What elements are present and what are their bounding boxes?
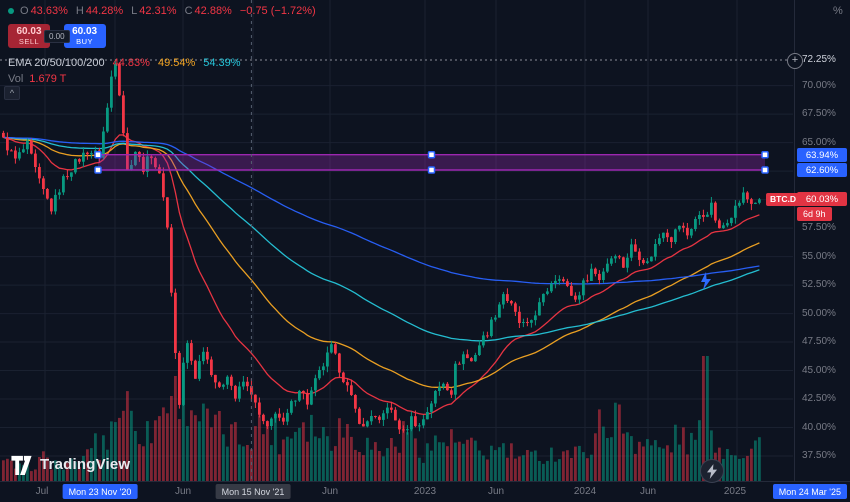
last-price-badge: 60.03% (797, 192, 847, 206)
volume-legend[interactable]: Vol 1.679 T (8, 73, 316, 85)
ema-title: EMA 20/50/100/200 (8, 57, 105, 69)
price-scale-unit[interactable]: % (833, 5, 843, 17)
close-value: 42.88% (194, 5, 232, 17)
price-tick: 65.00% (802, 137, 836, 148)
rectangle-handle[interactable] (427, 166, 436, 174)
add-alert-button[interactable]: + (787, 53, 803, 69)
ohlc-legend[interactable]: O 43.63% H 44.28% L 42.31% C 42.88% −0.7… (8, 5, 316, 17)
ema-200-line (3, 136, 760, 285)
close-label: C (184, 5, 193, 17)
event-lightning-icon[interactable] (701, 272, 711, 290)
sell-price: 60.03 (16, 26, 42, 37)
spread-value: 0.00 (44, 29, 70, 43)
range-start-date-badge: Mon 23 Nov '20 (62, 484, 138, 499)
volume-label: Vol (8, 73, 24, 85)
ema-100-line (3, 136, 760, 342)
rectangle-handle[interactable] (761, 166, 769, 174)
ema-50-value: 49.54% (157, 57, 196, 69)
rectangle-handle[interactable] (427, 150, 436, 159)
time-label: 2024 (573, 486, 597, 497)
ema-20-line (3, 134, 760, 416)
ema-50-line (3, 136, 760, 389)
time-label: 2023 (413, 486, 437, 497)
ema-legend[interactable]: EMA 20/50/100/200 44.83% 49.54% 54.39% (8, 57, 316, 69)
rectangle-handle[interactable] (94, 166, 102, 174)
range-end-date-badge: Mon 24 Mar '25 (772, 484, 847, 499)
price-range-rectangle[interactable] (98, 154, 765, 170)
open-label: O (20, 5, 29, 17)
price-tick: 37.50% (802, 450, 836, 461)
sell-button[interactable]: 60.03 SELL (8, 24, 50, 48)
legend: O 43.63% H 44.28% L 42.31% C 42.88% −0.7… (8, 5, 316, 85)
bar-countdown-badge: 6d 9h (797, 207, 832, 221)
ema-100-value: 54.39% (203, 57, 241, 69)
band-top-badge: 63.94% (797, 148, 847, 162)
rectangle-handle[interactable] (761, 150, 769, 159)
tradingview-logomark (11, 455, 32, 476)
status-dot (8, 8, 14, 14)
price-tick: 50.00% (802, 308, 836, 319)
crosshair-date-badge: Mon 15 Nov '21 (215, 484, 291, 499)
change-value: −0.75 (−1.72%) (239, 5, 316, 17)
price-tick: 57.50% (802, 222, 836, 233)
price-tick: 52.50% (802, 279, 836, 290)
time-label: Jun (487, 486, 505, 497)
pane-collapse-button[interactable]: ^ (4, 86, 20, 100)
trade-widget: 60.03 SELL 0.00 60.03 BUY (8, 24, 316, 48)
price-axis[interactable]: % 72.25% 70.00% 67.50% 65.00% 63.94% 62.… (794, 0, 850, 482)
rectangle-handle[interactable] (94, 150, 102, 159)
price-tick: 42.50% (802, 393, 836, 404)
time-label: 2025 (723, 486, 747, 497)
range-rectangle (94, 150, 769, 174)
time-label: Jun (321, 486, 339, 497)
lightning-icon (706, 463, 717, 479)
time-label: Jun (639, 486, 657, 497)
price-tick: 47.50% (802, 336, 836, 347)
tradingview-logo-text: TradingView (40, 455, 131, 473)
ema-20-value: 44.83% (112, 57, 150, 69)
time-axis[interactable]: Jul Jun Jun 2023 Jun 2024 Jun 2025 Mon 2… (0, 481, 850, 502)
volume-value: 1.679 T (29, 73, 67, 85)
buy-button[interactable]: 60.03 BUY (63, 24, 106, 48)
open-value: 43.63% (30, 5, 68, 17)
price-tick: 70.00% (802, 80, 836, 91)
buy-label: BUY (76, 37, 94, 46)
price-tick: 55.00% (802, 251, 836, 262)
time-label: Jun (174, 486, 192, 497)
low-label: L (131, 5, 138, 17)
price-line-label: 72.25% (802, 54, 836, 65)
quick-trade-button[interactable] (700, 459, 724, 483)
tradingview-logo[interactable]: TradingView (10, 452, 130, 476)
time-label: Jul (35, 486, 49, 497)
price-tick: 67.50% (802, 108, 836, 119)
high-value: 44.28% (85, 5, 124, 17)
symbol-price-tag: BTC.D (766, 193, 800, 206)
buy-price: 60.03 (72, 26, 98, 37)
price-tick: 40.00% (802, 422, 836, 433)
low-value: 42.31% (139, 5, 177, 17)
high-label: H (75, 5, 84, 17)
ema-lines (3, 134, 760, 416)
price-tick: 45.00% (802, 365, 836, 376)
band-bottom-badge: 62.60% (797, 163, 847, 177)
sell-label: SELL (18, 37, 40, 46)
